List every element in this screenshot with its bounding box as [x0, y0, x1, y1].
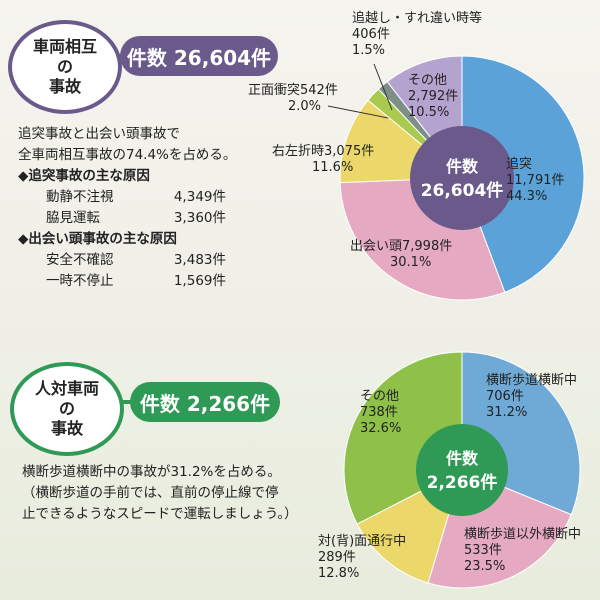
slice-label-pct_label: 12.8% [318, 566, 359, 581]
section2-connector [114, 400, 134, 404]
slice-label-count: 406件 [352, 27, 390, 42]
section2-summary-line3: 止できるようなスピードで運転しましょう。） [22, 506, 298, 522]
section1-count-pill: 件数 26,604件 [120, 36, 278, 76]
slice-label-name: 横断歩道以外横断中 [464, 527, 581, 542]
cause-value: 1,569件 [173, 273, 226, 289]
section2-count-pill: 件数 2,266件 [130, 382, 280, 422]
section2-summary-line1: 横断歩道横断中の事故が31.2%を占める。 [22, 464, 281, 480]
leader-line-0-4 [373, 63, 393, 111]
pie-center-badge-1 [416, 424, 508, 516]
section2-title-line1: 人対車両 [34, 379, 99, 398]
slice-label-pct_label: 10.5% [408, 105, 449, 120]
slice-label-count: 533件 [464, 543, 502, 558]
section1-summary-line1: 追突事故と出会い頭事故で [18, 126, 180, 142]
slice-label-name: 横断歩道横断中 [486, 373, 577, 388]
crossing-causes-title: ◆出会い頭事故の主な原因 [18, 231, 177, 247]
section2-title-line3: 事故 [50, 419, 83, 438]
slice-label-count: 2,792件 [408, 89, 458, 104]
cause-value: 3,360件 [173, 210, 226, 226]
pie-slice-0-0 [461, 55, 585, 293]
slice-label-count: 11,791件 [506, 173, 565, 188]
slice-label-pct_label: 44.3% [506, 189, 547, 204]
slice-pct-0-1: 30.1% [390, 255, 431, 270]
slice-pct-0-3: 2.0% [288, 99, 321, 114]
rear-end-causes-title: ◆追突事故の主な原因 [18, 168, 150, 184]
slice-label-count: 738件 [360, 405, 398, 420]
slice-label-pct_label: 31.2% [486, 405, 527, 420]
section1-title-line1: 車両相互 [32, 37, 97, 56]
section2-info: 横断歩道横断中の事故が31.2%を占める。 （横断歩道の手前では、直前の停止線で… [22, 462, 322, 525]
cause-value: 3,483件 [173, 252, 226, 268]
cause-name: 一時不停止 [46, 273, 114, 289]
section1-info: 追突事故と出会い頭事故で 全車両相互事故の74.4%を占める。 ◆追突事故の主な… [18, 124, 318, 292]
slice-label-name: 追越し・すれ違い時等 [352, 10, 482, 26]
slice-pct-0-2: 11.6% [312, 160, 353, 175]
slice-name-count-0-3: 正面衝突542件 [248, 82, 338, 98]
slice-label-pct_label: 23.5% [464, 559, 505, 574]
section2-summary-line2: （横断歩道の手前では、直前の停止線で停 [22, 485, 279, 501]
pie-center-line2-0: 26,604件 [421, 180, 504, 201]
slice-name-count-0-1: 出会い頭7,998件 [350, 239, 452, 254]
slice-label-name: 追突 [506, 156, 532, 172]
slice-label-count: 706件 [486, 389, 524, 404]
section1-title-badge: 車両相互 の 事故 [8, 20, 122, 114]
cause-row: 安全不確認 3,483件 [18, 250, 318, 271]
section1-summary-line2: 全車両相互事故の74.4%を占める。 [18, 147, 237, 163]
cause-row: 脇見運転 3,360件 [18, 208, 318, 229]
cause-row: 動静不注視 4,349件 [18, 187, 318, 208]
section1-title-line3: 事故 [48, 77, 81, 96]
section2-title-line2: の [58, 399, 75, 418]
slice-label-name: その他 [360, 389, 399, 404]
pie-center-line1-1: 件数 [446, 449, 479, 468]
pie-center-badge-0 [410, 126, 514, 230]
slice-label-name: その他 [408, 73, 447, 88]
slice-label-name: 対(背)面通行中 [318, 534, 406, 549]
cause-name: 動静不注視 [46, 189, 114, 205]
section1-title-line2: の [56, 57, 73, 76]
cause-value: 4,349件 [173, 189, 226, 205]
slice-name-count-0-2: 右左折時3,075件 [272, 144, 374, 159]
slice-label-pct_label: 1.5% [352, 43, 385, 58]
pie-center-line1-0: 件数 [446, 157, 479, 176]
leader-line-0-3 [327, 105, 389, 119]
cause-name: 安全不確認 [46, 252, 114, 268]
section2-title-badge: 人対車両 の 事故 [10, 362, 124, 456]
cause-row: 一時不停止 1,569件 [18, 271, 318, 292]
slice-label-pct_label: 32.6% [360, 421, 401, 436]
slice-label-count: 289件 [318, 550, 356, 565]
cause-name: 脇見運転 [46, 210, 100, 226]
pie-center-line2-1: 2,266件 [427, 472, 498, 493]
